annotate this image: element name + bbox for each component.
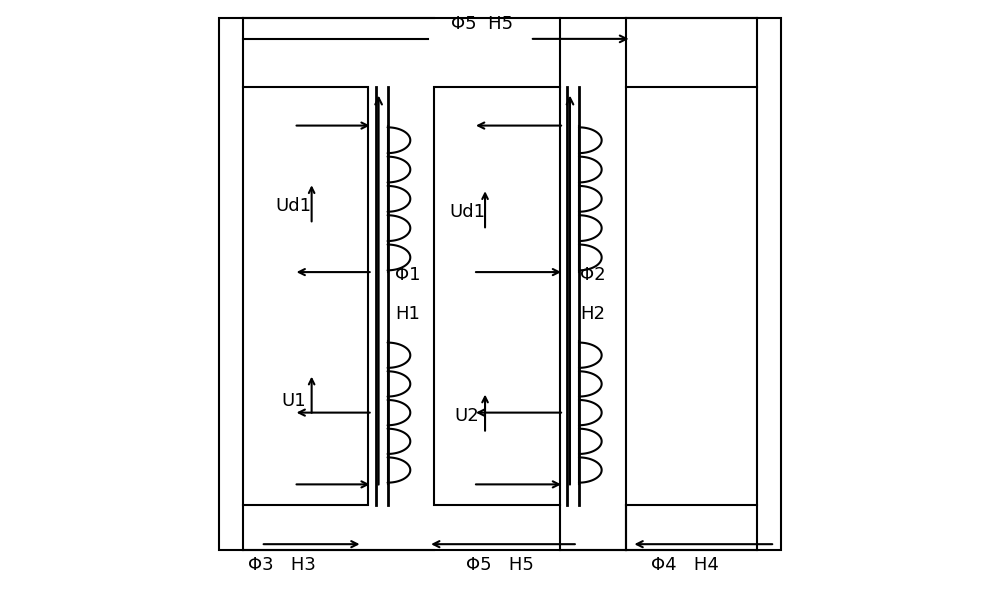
Text: H1: H1 [395,305,420,323]
Text: Ud1: Ud1 [449,203,485,221]
Text: U1: U1 [281,392,306,410]
Text: Ud1: Ud1 [276,197,312,215]
Text: Φ1: Φ1 [395,266,420,284]
Text: Φ5   H5: Φ5 H5 [466,556,534,574]
Text: U2: U2 [455,407,479,425]
Text: H2: H2 [580,305,605,323]
Text: Φ5  H5: Φ5 H5 [451,15,513,33]
Text: Φ3   H3: Φ3 H3 [248,556,316,574]
Text: Φ4   H4: Φ4 H4 [651,556,719,574]
Text: Φ2: Φ2 [580,266,606,284]
